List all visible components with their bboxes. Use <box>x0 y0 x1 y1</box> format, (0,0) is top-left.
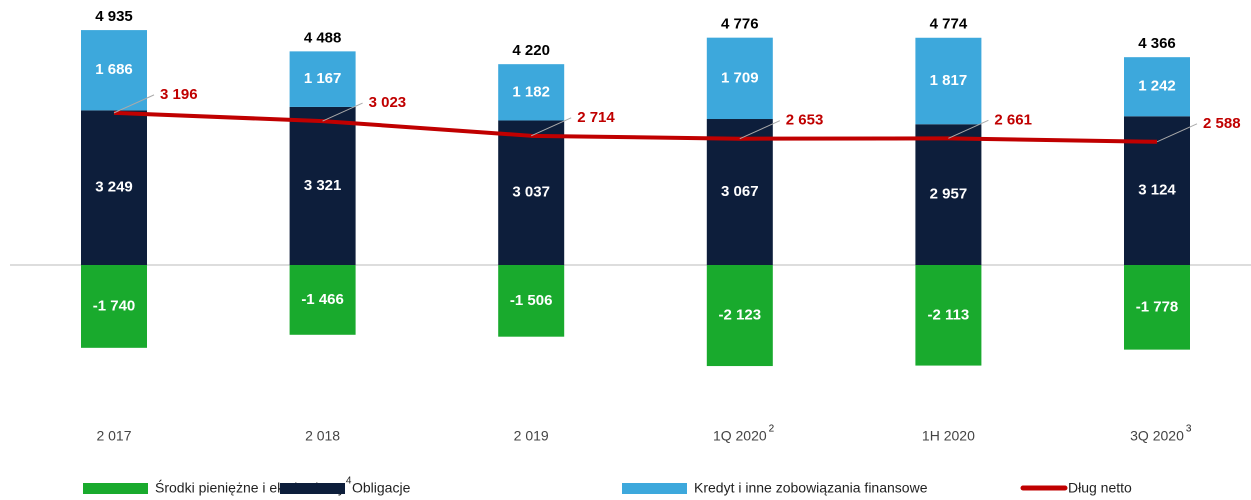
bar-segment <box>81 110 147 266</box>
bar-segment <box>498 265 565 337</box>
value-label: 3 249 <box>95 179 133 196</box>
legend-label: Dług netto <box>1068 480 1132 496</box>
leader-line <box>739 120 781 140</box>
bar-segment <box>706 37 773 120</box>
total-label: 4 220 <box>512 42 550 59</box>
legend-swatch <box>83 483 148 494</box>
bar-segment <box>706 265 773 367</box>
bar-segment <box>498 120 565 265</box>
value-label: 1 167 <box>304 70 342 87</box>
x-tick-label: 2 019 <box>514 428 549 444</box>
leader-line <box>113 94 155 114</box>
value-label: 3 067 <box>721 183 759 200</box>
category-note: 3 <box>1186 424 1192 435</box>
line-value-label: 3 023 <box>369 94 407 111</box>
value-label: 3 037 <box>512 184 550 201</box>
x-tick-label: 2 017 <box>96 428 131 444</box>
bar-segment <box>1124 265 1190 350</box>
value-label: 2 957 <box>930 186 968 203</box>
line-value-label: 2 714 <box>577 109 615 126</box>
bar-segment <box>289 51 356 107</box>
line-value-label: 2 661 <box>994 111 1032 128</box>
value-label: -2 123 <box>719 306 762 323</box>
value-label: 1 686 <box>95 61 133 78</box>
legend-swatch <box>280 483 345 494</box>
leader-line <box>1156 123 1198 143</box>
total-label: 4 935 <box>95 8 133 25</box>
total-label: 4 488 <box>304 29 342 46</box>
total-label: 4 776 <box>721 16 759 33</box>
bar-segment <box>915 265 982 366</box>
value-label: -1 506 <box>510 292 553 309</box>
x-tick-label: 1H 2020 <box>922 428 975 444</box>
value-label: 1 817 <box>930 72 968 89</box>
bar-segment <box>81 30 147 111</box>
value-label: -2 113 <box>928 306 970 323</box>
value-label: -1 740 <box>93 297 136 314</box>
category-note: 2 <box>769 424 775 435</box>
value-label: -1 466 <box>301 291 344 308</box>
bar-segment <box>289 106 356 265</box>
bar-segment <box>706 119 773 265</box>
bar-segment <box>289 265 356 335</box>
leader-line <box>530 117 572 137</box>
value-label: 1 242 <box>1138 78 1176 95</box>
bar-segment <box>498 64 565 121</box>
line-value-label: 2 653 <box>786 112 824 129</box>
x-tick-label: 2 018 <box>305 428 340 444</box>
bar-segment <box>915 124 982 266</box>
legend-label: Obligacje <box>352 480 411 496</box>
total-label: 4 366 <box>1138 35 1176 52</box>
value-label: 3 124 <box>1138 182 1176 199</box>
bar-segment <box>1124 57 1190 117</box>
legend-label: Kredyt i inne zobowiązania finansowe <box>694 480 928 496</box>
leader-line <box>322 102 363 122</box>
total-label: 4 774 <box>930 16 968 33</box>
value-label: 1 709 <box>721 69 759 86</box>
net-debt-line <box>113 110 1158 144</box>
bar-segment <box>915 37 982 125</box>
x-tick-label: 3Q 2020 <box>1130 428 1184 444</box>
value-label: -1 778 <box>1136 298 1179 315</box>
legend-swatch <box>622 483 687 494</box>
line-value-label: 3 196 <box>160 86 198 103</box>
legend-note: 4 <box>346 476 352 487</box>
value-label: 3 321 <box>304 177 342 194</box>
line-value-label: 2 588 <box>1203 115 1241 132</box>
x-tick-label: 1Q 2020 <box>713 428 767 444</box>
value-label: 1 182 <box>512 83 550 100</box>
leader-line <box>948 119 989 139</box>
bar-segment <box>81 265 147 348</box>
